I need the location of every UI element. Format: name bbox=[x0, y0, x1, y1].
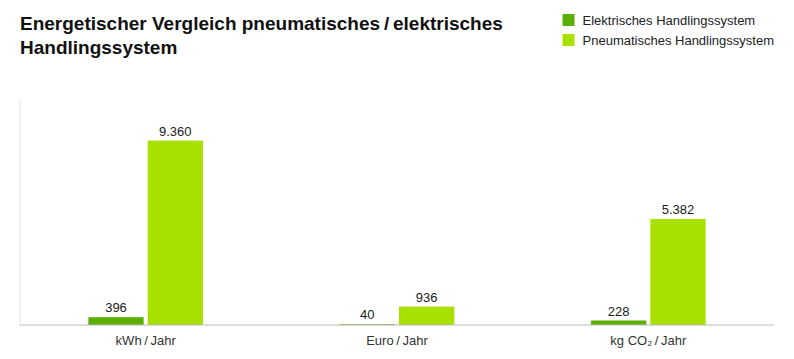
chart: Energetischer Vergleich pneumatisches / … bbox=[0, 0, 794, 359]
data-label: 40 bbox=[360, 307, 374, 322]
bars bbox=[88, 141, 705, 325]
bar bbox=[88, 317, 143, 325]
legend-label: Elektrisches Handlingssystem bbox=[583, 13, 756, 28]
title: Energetischer Vergleich pneumatisches / … bbox=[20, 13, 503, 34]
bar bbox=[399, 307, 454, 325]
x-tick-label: Euro / Jahr bbox=[366, 333, 428, 348]
x-tick-label: kWh / Jahr bbox=[116, 333, 177, 348]
data-label: 936 bbox=[416, 290, 438, 305]
legend-swatch bbox=[563, 34, 575, 46]
data-label: 396 bbox=[105, 300, 127, 315]
data-label: 5.382 bbox=[662, 202, 695, 217]
title: Handlingssystem bbox=[20, 37, 177, 58]
bar bbox=[148, 141, 203, 325]
x-tick-label: kg CO₂ / Jahr bbox=[610, 333, 687, 348]
chart-container: Energetischer Vergleich pneumatisches / … bbox=[0, 0, 794, 359]
legend: Elektrisches Handlingssystem Pneumatische… bbox=[563, 13, 774, 48]
bar bbox=[591, 321, 646, 325]
x-tick-labels: kWh / Jahr Euro / Jahr kg CO₂ / Jahr bbox=[116, 333, 687, 348]
data-label: 9.360 bbox=[159, 124, 192, 139]
bar bbox=[650, 219, 705, 325]
data-labels: 396 9.360 40 936 228 5.382 bbox=[105, 124, 694, 323]
legend-swatch bbox=[563, 14, 575, 26]
title-group: Energetischer Vergleich pneumatisches / … bbox=[20, 13, 503, 58]
legend-label: Pneumatisches Handlingssystem bbox=[583, 33, 774, 48]
x-axis-line bbox=[20, 325, 774, 326]
data-label: 228 bbox=[608, 304, 630, 319]
y-axis-line bbox=[20, 100, 21, 325]
